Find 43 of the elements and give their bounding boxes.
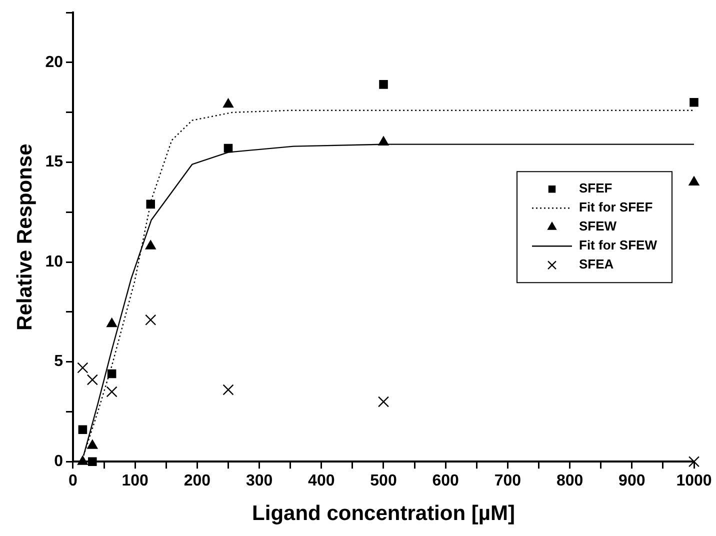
- point: [145, 314, 156, 326]
- y-tick-label: 0: [54, 453, 64, 470]
- point: [378, 396, 390, 408]
- x-tick-label: 600: [432, 472, 460, 490]
- point: [106, 386, 118, 398]
- point: [87, 440, 98, 449]
- point: [86, 374, 98, 386]
- x-tick-label: 200: [184, 472, 211, 490]
- x-axis-title: Ligand concentration [µM]: [252, 502, 515, 526]
- legend-label: Fit for SFEW: [579, 238, 658, 253]
- point: [146, 200, 156, 209]
- x-tick-label: 1000: [676, 472, 712, 490]
- x-tick-label: 400: [308, 472, 335, 490]
- point: [690, 98, 698, 107]
- x-tick-label: 0: [68, 472, 78, 490]
- point: [688, 176, 700, 186]
- point: [224, 144, 233, 153]
- point: [222, 98, 234, 108]
- point: [77, 362, 88, 374]
- legend-label: SFEF: [579, 180, 612, 196]
- x-tick-label: 300: [246, 472, 273, 490]
- x-tick-label: 500: [370, 472, 397, 490]
- x-tick-label: 100: [122, 472, 149, 490]
- y-tick-label: 5: [54, 353, 64, 370]
- y-axis-title: Relative Response: [13, 144, 36, 330]
- y-tick-label: 15: [45, 154, 64, 171]
- y-tick-label: 10: [45, 253, 64, 270]
- point: [78, 425, 88, 434]
- x-tick-label: 900: [618, 472, 646, 490]
- point: [379, 80, 388, 89]
- point: [77, 456, 88, 465]
- legend-label: SFEW: [579, 218, 618, 234]
- y-tick-label: 20: [45, 54, 64, 71]
- point: [107, 369, 116, 378]
- point: [378, 136, 389, 146]
- point: [222, 384, 234, 396]
- legend-label: Fit for SFEF: [579, 200, 653, 215]
- point: [145, 240, 156, 250]
- point: [88, 457, 97, 466]
- point: [106, 318, 118, 328]
- x-tick-label: 700: [494, 472, 522, 490]
- legend-label: SFEA: [579, 256, 614, 272]
- x-tick-label: 800: [556, 472, 584, 490]
